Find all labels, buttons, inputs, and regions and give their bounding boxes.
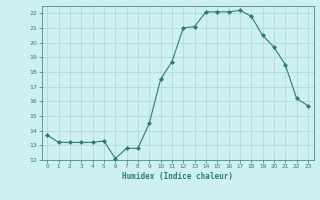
X-axis label: Humidex (Indice chaleur): Humidex (Indice chaleur) xyxy=(122,172,233,181)
